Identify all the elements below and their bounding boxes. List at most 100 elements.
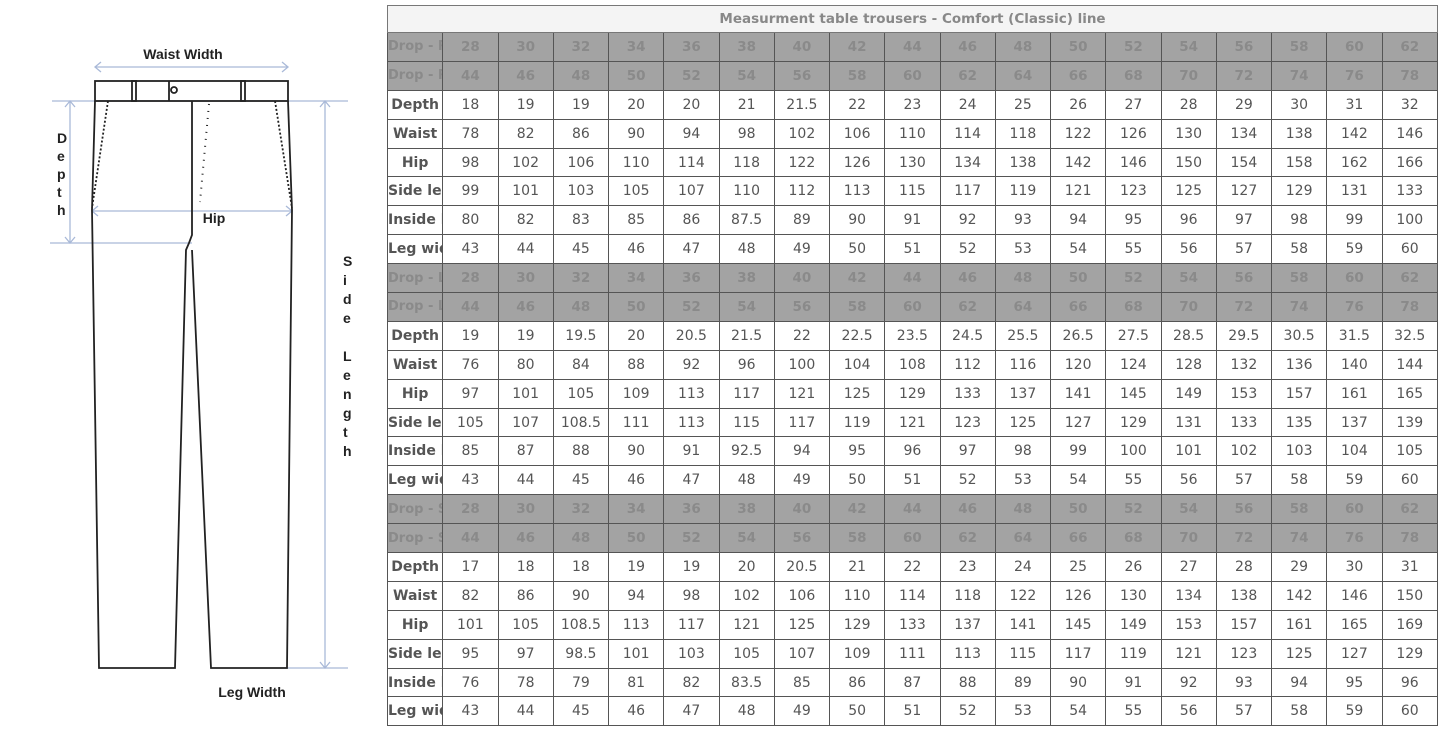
size-cell: 48 xyxy=(552,292,610,322)
value-cell: 56 xyxy=(1160,465,1217,496)
value-cell: 50 xyxy=(828,234,886,265)
size-cell: 76 xyxy=(1326,292,1383,322)
value-cell: 52 xyxy=(939,234,996,265)
value-cell: 122 xyxy=(773,147,831,178)
row-label: Inside length xyxy=(386,436,444,467)
value-cell: 94 xyxy=(1049,205,1107,236)
value-cell: 126 xyxy=(828,147,886,178)
size-cell: 52 xyxy=(663,292,720,322)
value-cell: 97 xyxy=(939,436,996,467)
value-cell: 58 xyxy=(1270,465,1328,496)
value-cell: 122 xyxy=(994,580,1052,611)
belt-loop xyxy=(240,80,246,102)
value-cell: 31 xyxy=(1381,552,1438,582)
size-cell: 52 xyxy=(663,523,720,554)
size-cell: 62 xyxy=(939,292,996,322)
size-cell: 52 xyxy=(1105,32,1162,62)
value-cell: 81 xyxy=(607,667,665,698)
value-cell: 117 xyxy=(773,407,831,438)
value-cell: 47 xyxy=(663,696,720,727)
row-label: Inside length xyxy=(386,667,444,698)
size-cell: 32 xyxy=(552,263,610,294)
value-cell: 131 xyxy=(1326,176,1383,207)
value-cell: 146 xyxy=(1326,580,1383,611)
value-cell: 31.5 xyxy=(1326,320,1383,351)
value-cell: 58 xyxy=(1270,234,1328,265)
value-cell: 132 xyxy=(1215,349,1273,380)
value-cell: 82 xyxy=(497,205,554,236)
value-cell: 53 xyxy=(994,465,1052,496)
size-cell: 50 xyxy=(607,60,665,91)
size-cell: 28 xyxy=(442,263,499,294)
value-cell: 93 xyxy=(1215,667,1273,698)
size-header-eu-row: Drop - Short (European Size)444648505254… xyxy=(386,523,1438,554)
value-cell: 55 xyxy=(1105,234,1162,265)
value-cell: 59 xyxy=(1326,696,1383,727)
size-cell: 36 xyxy=(663,494,720,525)
value-cell: 87.5 xyxy=(718,205,775,236)
table-row: Hip 101 105 108.5 113 117 121 125 129 133 137 141 14… xyxy=(386,609,1438,640)
value-cell: 142 xyxy=(1049,147,1107,178)
value-cell: 50 xyxy=(828,465,886,496)
value-cell: 120 xyxy=(1049,349,1107,380)
value-cell: 139 xyxy=(1381,407,1438,438)
belt-loop xyxy=(131,80,137,102)
value-cell: 107 xyxy=(663,176,720,207)
value-cell: 138 xyxy=(1215,580,1273,611)
size-header-eu-label: Drop - Long (European Size) xyxy=(386,292,444,322)
value-cell: 59 xyxy=(1326,234,1383,265)
value-cell: 165 xyxy=(1326,609,1383,640)
size-header-eu-row: Drop - Regular (European Size)4446485052… xyxy=(386,60,1438,91)
size-cell: 48 xyxy=(994,32,1052,62)
value-cell: 101 xyxy=(497,378,554,409)
size-cell: 62 xyxy=(1381,263,1438,294)
value-cell: 135 xyxy=(1270,407,1328,438)
value-cell: 19 xyxy=(497,89,554,120)
value-cell: 82 xyxy=(663,667,720,698)
value-cell: 149 xyxy=(1105,609,1162,640)
value-cell: 129 xyxy=(1381,638,1438,669)
value-cell: 123 xyxy=(1215,638,1273,669)
value-cell: 46 xyxy=(607,696,665,727)
value-cell: 18 xyxy=(442,89,499,120)
size-header-us-row: Drop - Short (US Size)283032343638404244… xyxy=(386,494,1438,525)
value-cell: 55 xyxy=(1105,465,1162,496)
waist-width-label: Waist Width xyxy=(143,46,222,62)
value-cell: 114 xyxy=(884,580,941,611)
size-cell: 30 xyxy=(497,263,554,294)
value-cell: 54 xyxy=(1049,465,1107,496)
table-row: Side length99101103105107110112113115117… xyxy=(386,176,1438,207)
size-header-us-label: Drop - Long (US Size) xyxy=(386,263,444,294)
value-cell: 110 xyxy=(884,118,941,149)
value-cell: 103 xyxy=(552,176,610,207)
value-cell: 20 xyxy=(607,320,665,351)
value-cell: 161 xyxy=(1270,609,1328,640)
value-cell: 19 xyxy=(442,320,499,351)
size-cell: 76 xyxy=(1326,523,1383,554)
value-cell: 22 xyxy=(884,552,941,582)
value-cell: 51 xyxy=(884,696,941,727)
value-cell: 125 xyxy=(773,609,831,640)
value-cell: 134 xyxy=(939,147,996,178)
size-cell: 52 xyxy=(1105,494,1162,525)
size-cell: 56 xyxy=(773,60,831,91)
size-cell: 58 xyxy=(828,523,886,554)
value-cell: 97 xyxy=(1215,205,1273,236)
size-cell: 54 xyxy=(718,292,775,322)
size-cell: 56 xyxy=(1215,263,1273,294)
value-cell: 108.5 xyxy=(552,407,610,438)
value-cell: 54 xyxy=(1049,696,1107,727)
value-cell: 45 xyxy=(552,696,610,727)
value-cell: 52 xyxy=(939,696,996,727)
value-cell: 119 xyxy=(828,407,886,438)
value-cell: 126 xyxy=(1049,580,1107,611)
size-cell: 60 xyxy=(1326,32,1383,62)
value-cell: 107 xyxy=(773,638,831,669)
value-cell: 95 xyxy=(828,436,886,467)
value-cell: 131 xyxy=(1160,407,1217,438)
size-cell: 70 xyxy=(1160,292,1217,322)
value-cell: 105 xyxy=(1381,436,1438,467)
value-cell: 76 xyxy=(442,667,499,698)
